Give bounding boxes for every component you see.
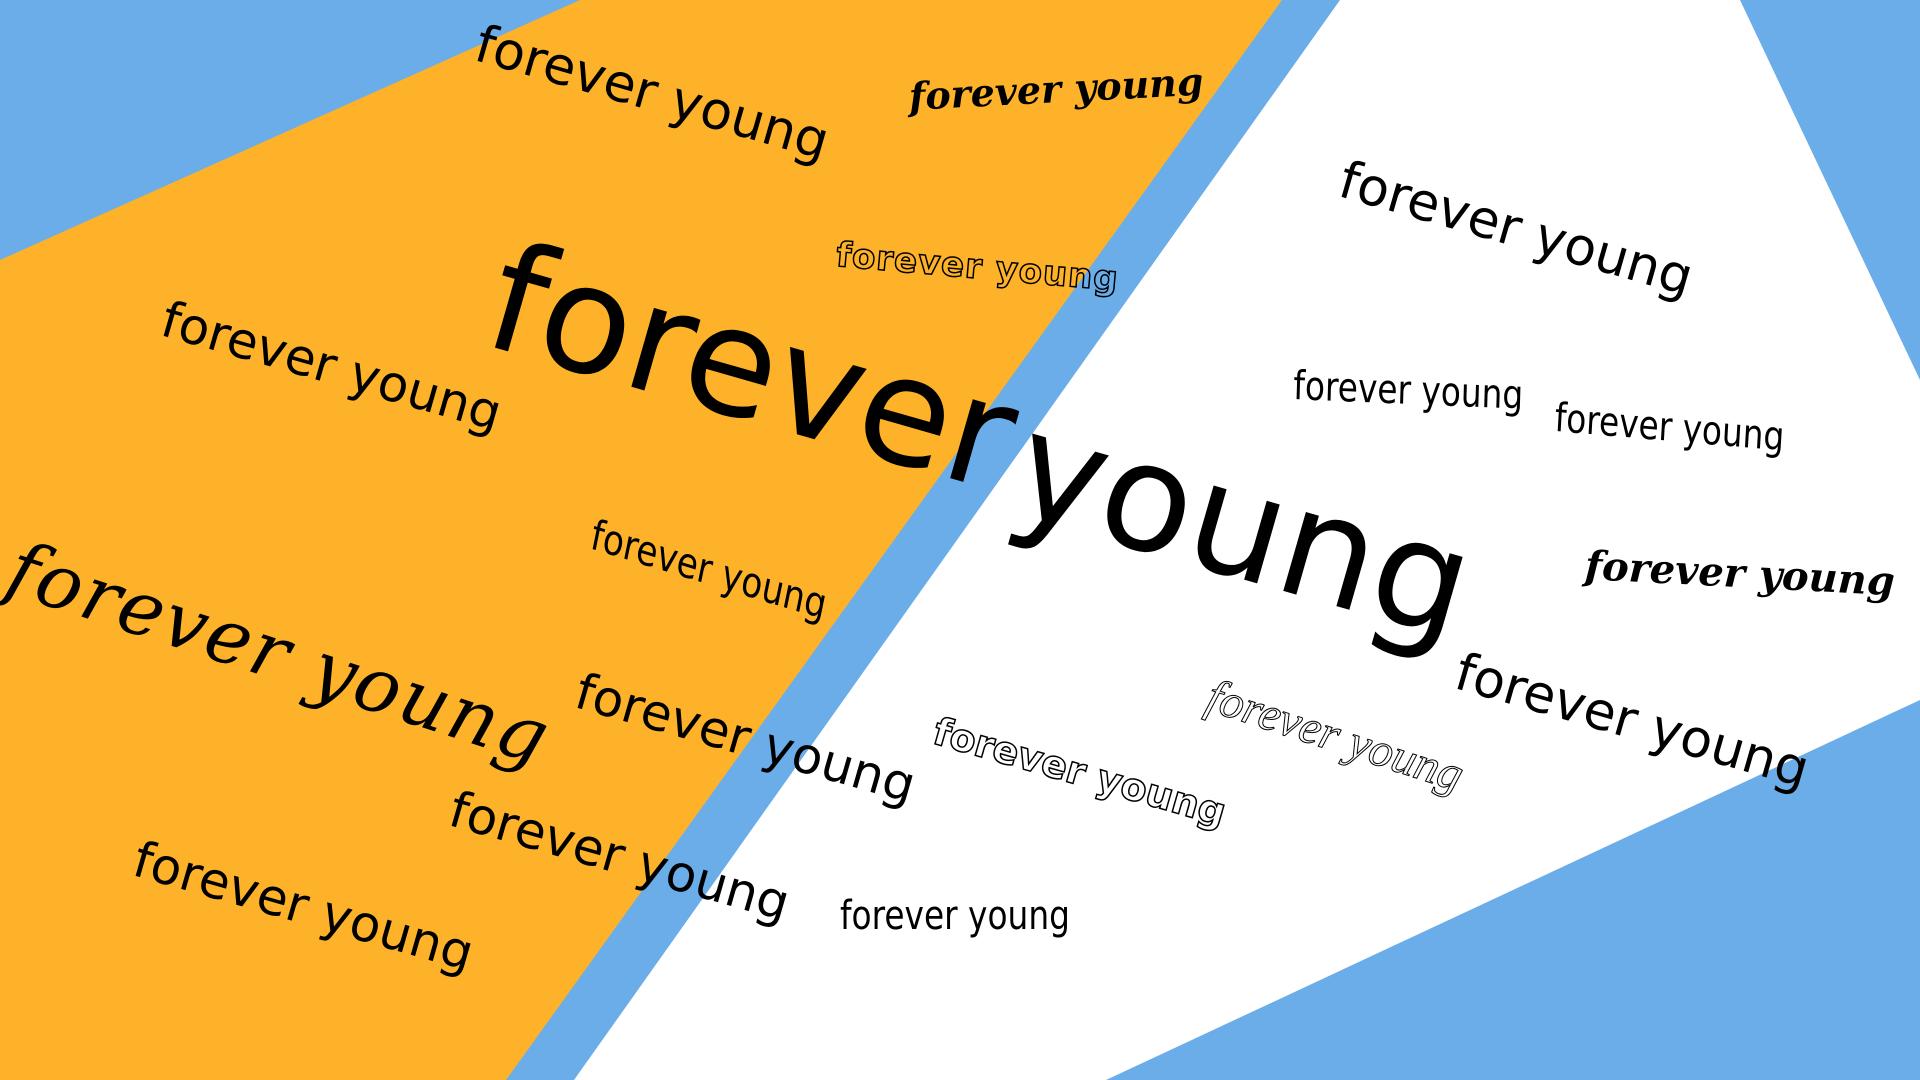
phrase-text: forever young [840, 893, 1070, 939]
white-panel [574, 0, 1920, 1080]
orange-panel [0, 0, 1282, 1080]
phrase-text: forever young [1292, 363, 1524, 419]
